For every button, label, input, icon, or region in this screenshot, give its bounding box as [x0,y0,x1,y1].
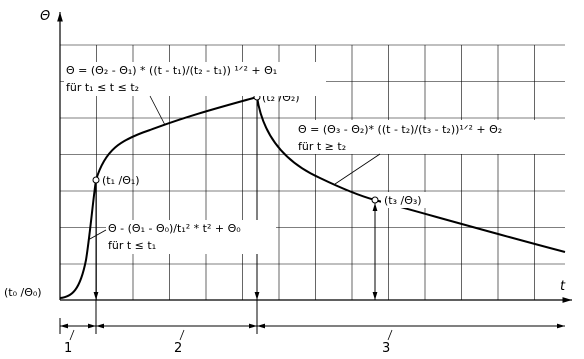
formula-condition: für t ≤ t₁ [108,239,156,252]
phase-label: 2 [174,341,182,356]
phase-label: 3 [382,341,390,356]
formula: Θ = (Θ₃ - Θ₂)* ((t - t₂)/(t₃ - t₂))¹ᐟ² +… [298,123,502,136]
leader [149,95,166,126]
formula: Θ = (Θ₂ - Θ₁) * ((t - t₁)/(t₂ - t₁)) ¹ᐟ²… [66,64,277,77]
leader [387,329,393,341]
label-bg [2,284,56,300]
label-bg [106,220,276,254]
x-axis-label: t [560,279,566,294]
leader [179,329,185,341]
y-axis-label: Θ [40,9,50,24]
point [92,176,100,184]
leader [69,329,75,341]
label-bg [64,62,326,96]
point-label: (t₁ /Θ₁) [102,174,140,187]
point-label: (t₃ /Θ₃) [384,194,422,207]
leader [334,153,381,185]
formula-condition: für t ≥ t₂ [298,140,346,153]
label-bg [296,120,566,154]
leader [87,229,107,241]
point [371,196,379,204]
formula-condition: für t₁ ≤ t ≤ t₂ [66,81,139,94]
formula: Θ - (Θ₁ - Θ₀)/t₁² * t² + Θ₀ [108,222,241,235]
label-bg [381,192,437,208]
phase-label: 1 [64,341,72,356]
point-label: (t₀ /Θ₀) [4,286,42,299]
